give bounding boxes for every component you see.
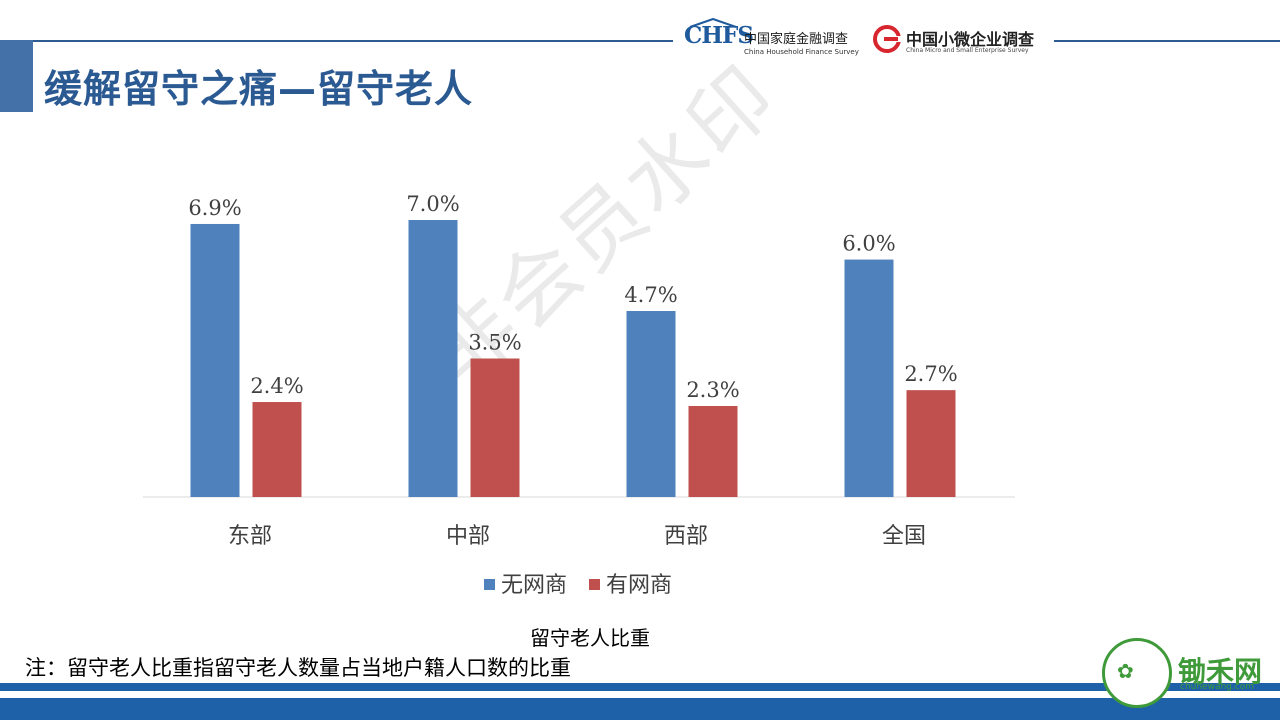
header-rule-right bbox=[1054, 40, 1280, 42]
chfs-name-en: China Household Finance Survey bbox=[744, 48, 859, 56]
chuhe-logo: ✿ 锄禾网 chuhewang.com bbox=[1100, 636, 1272, 720]
category-label: 中部 bbox=[446, 524, 490, 549]
cmses-logo: 中国小微企业调查 China Micro and Small Enterpris… bbox=[872, 22, 1047, 62]
chart-legend: 无网商 有网商 bbox=[484, 567, 694, 599]
chfs-name-cn: 中国家庭金融调查 bbox=[744, 32, 849, 47]
data-label: 2.3% bbox=[686, 378, 739, 402]
cmses-name-cn: 中国小微企业调查 bbox=[906, 30, 1035, 49]
bar-with-ecommerce-3 bbox=[906, 390, 956, 497]
category-label: 西部 bbox=[664, 524, 708, 549]
bar-without-ecommerce-0 bbox=[190, 223, 240, 497]
data-label: 3.5% bbox=[468, 331, 521, 355]
bar-without-ecommerce-3 bbox=[844, 259, 894, 497]
chfs-logo: CHFS 中国家庭金融调查 China Household Finance Su… bbox=[684, 18, 859, 62]
footnote: 注：留守老人比重指留守老人数量占当地户籍人口数的比重 bbox=[25, 656, 571, 680]
chfs-mark: CHFS bbox=[684, 22, 754, 49]
category-label: 东部 bbox=[228, 524, 272, 549]
org-url: chuhewang.com bbox=[1180, 682, 1254, 692]
legend-label: 有网商 bbox=[606, 573, 673, 598]
cmses-emblem-icon bbox=[873, 25, 902, 53]
data-label: 2.7% bbox=[904, 362, 957, 386]
bar-with-ecommerce-2 bbox=[688, 405, 738, 497]
org-badge-icon: ✿ bbox=[1102, 638, 1172, 708]
legend-item: 无网商 bbox=[484, 567, 567, 599]
data-label: 6.9% bbox=[188, 196, 241, 220]
bar-with-ecommerce-0 bbox=[252, 402, 302, 497]
data-label: 7.0% bbox=[406, 192, 459, 216]
chart-caption: 留守老人比重 bbox=[530, 626, 650, 650]
data-label: 4.7% bbox=[624, 283, 677, 307]
header-rule-left bbox=[33, 40, 673, 42]
slide-title: 缓解留守之痛—留守老人 bbox=[44, 67, 474, 111]
org-name: 锄禾网 bbox=[1178, 655, 1263, 688]
leaf-icon: ✿ bbox=[1117, 659, 1134, 683]
bar-with-ecommerce-1 bbox=[470, 358, 520, 497]
footer-band-bottom bbox=[0, 698, 1280, 720]
title-accent-bar bbox=[0, 40, 33, 112]
data-label: 6.0% bbox=[842, 232, 895, 256]
category-label: 全国 bbox=[882, 524, 926, 549]
legend-swatch bbox=[484, 579, 495, 590]
bar-without-ecommerce-2 bbox=[626, 311, 676, 497]
legend-item: 有网商 bbox=[589, 567, 672, 599]
bar-without-ecommerce-1 bbox=[408, 220, 458, 497]
roof-icon bbox=[689, 18, 737, 28]
legend-label: 无网商 bbox=[501, 573, 568, 598]
data-label: 2.4% bbox=[250, 374, 303, 398]
footer-band-top bbox=[0, 683, 1280, 691]
cmses-name-en: China Micro and Small Enterprise Survey bbox=[906, 47, 1029, 54]
legend-swatch bbox=[589, 579, 601, 590]
